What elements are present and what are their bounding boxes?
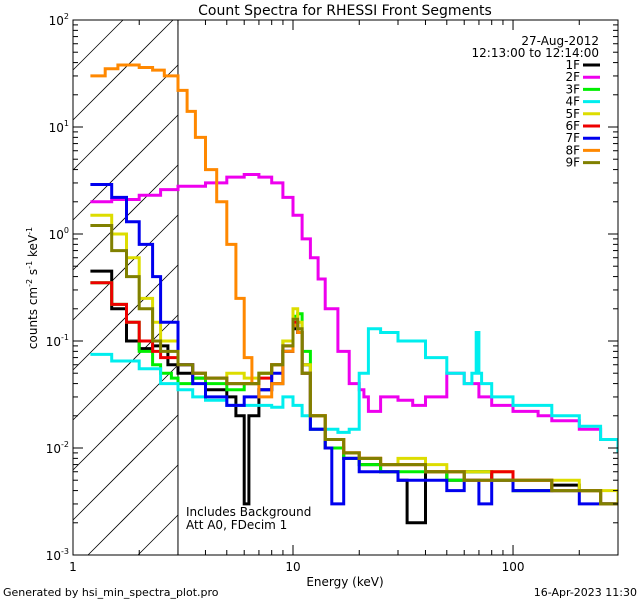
- x-tick-label: 100: [502, 560, 525, 574]
- legend-label-5f: 5F: [565, 107, 580, 121]
- y-axis-label: counts cm-2 s-1 keV-1: [25, 227, 40, 349]
- legend-label-2f: 2F: [565, 70, 580, 84]
- annotation-attenuator: Att A0, FDecim 1: [186, 518, 287, 532]
- chart-title: Count Spectra for RHESSI Front Segments: [198, 3, 492, 19]
- hatch-line: [72, 19, 124, 71]
- x-tick-label: 1: [69, 560, 77, 574]
- hatch-line: [72, 414, 179, 521]
- date-label: 27-Aug-2012: [521, 34, 599, 48]
- footer-timestamp: 16-Apr-2023 11:30: [534, 586, 637, 599]
- series-9f-line: [90, 224, 618, 506]
- hatch-line: [72, 64, 179, 171]
- x-axis-label: Energy (keV): [306, 575, 383, 589]
- time-range-label: 12:13:00 to 12:14:00: [472, 46, 599, 60]
- hatch-line: [137, 514, 179, 556]
- x-tick-label: 10: [285, 560, 300, 574]
- legend-label-4f: 4F: [565, 95, 580, 109]
- y-tick-label: 100: [49, 226, 69, 242]
- hatch-line: [87, 464, 179, 556]
- series-layer: [90, 63, 618, 525]
- y-tick-label: 10-1: [46, 333, 69, 349]
- legend-label-6f: 6F: [565, 119, 580, 133]
- y-axis: 10-3 10-2 10-1 100 101 102: [46, 12, 618, 563]
- x-axis: 1 10 100: [69, 20, 619, 574]
- legend-label-3f: 3F: [565, 82, 580, 96]
- plot-frame: [72, 19, 619, 556]
- y-tick-label: 101: [49, 119, 69, 135]
- footer-generated-by: Generated by hsi_min_spectra_plot.pro: [3, 586, 219, 599]
- annotation-background: Includes Background: [186, 505, 311, 519]
- series-2f-line: [90, 173, 618, 441]
- hatch-line: [72, 19, 174, 121]
- series-4f-line: [90, 327, 618, 453]
- y-tick-label: 10-3: [46, 547, 69, 563]
- y-tick-label: 10-2: [46, 440, 69, 456]
- legend-label-7f: 7F: [565, 131, 580, 145]
- legend-label-8f: 8F: [565, 143, 580, 157]
- y-tick-label: 102: [49, 12, 69, 28]
- legend-label-9f: 9F: [565, 156, 580, 170]
- legend-label-1f: 1F: [565, 58, 580, 72]
